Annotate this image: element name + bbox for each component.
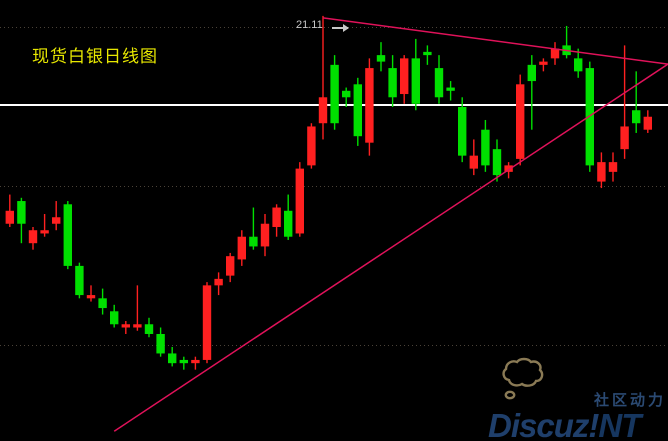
gridline-mid xyxy=(0,186,668,187)
candle-body xyxy=(550,48,560,59)
candle-body xyxy=(260,223,270,247)
candle-body xyxy=(330,64,339,124)
candles-group xyxy=(5,15,652,370)
thought-bubble-icon xyxy=(502,357,544,400)
watermark-brand: Discuz!NT xyxy=(488,407,641,441)
trendline xyxy=(113,63,668,432)
arrow-right-icon xyxy=(332,24,349,32)
candle-body xyxy=(539,61,548,65)
candle-body xyxy=(121,324,130,328)
candle-body xyxy=(168,353,177,364)
candle-body xyxy=(28,230,38,244)
candle-body xyxy=(632,110,641,124)
candle-body xyxy=(179,359,188,364)
candle-body xyxy=(307,126,316,166)
candle-body xyxy=(5,210,14,224)
candle-body xyxy=(133,324,142,328)
candle-body xyxy=(574,58,583,72)
watermark-brand-nt: NT xyxy=(598,407,641,441)
candle-body xyxy=(342,90,351,98)
candle-body xyxy=(272,207,281,227)
candle-body xyxy=(191,359,200,364)
gridline-lower xyxy=(0,345,668,346)
watermark-chinese-text: 社区动力 xyxy=(594,391,667,409)
candle-body xyxy=(156,333,165,354)
candle-body xyxy=(597,162,606,182)
candle-body xyxy=(504,165,513,172)
candle-body xyxy=(249,236,258,247)
candle-body xyxy=(226,256,235,276)
candle-body xyxy=(411,58,420,104)
candle-body xyxy=(202,285,212,360)
chart-title: 现货白银日线图 xyxy=(32,47,158,67)
candle-body xyxy=(237,236,246,260)
candle-body xyxy=(400,58,409,95)
candle-body xyxy=(446,87,455,91)
watermark: 社区动力 Discuz!NT xyxy=(486,357,668,441)
candle-body xyxy=(52,217,61,224)
candle-body xyxy=(458,107,467,156)
candle-body xyxy=(376,55,386,62)
candle-body xyxy=(388,68,397,98)
candle-body xyxy=(17,201,26,224)
peak-price-label: 21.11 xyxy=(296,19,323,31)
candle-body xyxy=(86,295,96,299)
candle-body xyxy=(492,149,502,176)
trendline xyxy=(322,17,668,65)
candle-body xyxy=(98,298,107,309)
candle-body xyxy=(365,68,374,143)
watermark-brand-discuz: Discuz! xyxy=(488,407,599,441)
candle-body xyxy=(295,168,304,234)
candle-body xyxy=(643,116,652,130)
candle-body xyxy=(516,84,525,159)
candle-body xyxy=(318,97,328,124)
candle-body xyxy=(481,129,490,166)
candle-body xyxy=(110,311,119,325)
candle-body xyxy=(620,126,629,150)
candle-body xyxy=(434,68,444,98)
candle-body xyxy=(214,278,223,286)
candle-body xyxy=(608,162,618,172)
candle-body xyxy=(63,204,72,266)
candle-body xyxy=(423,51,432,56)
candle-body xyxy=(75,265,84,296)
candle-body xyxy=(469,155,478,169)
trendlines-group xyxy=(113,17,668,432)
candle-body xyxy=(527,64,536,82)
candle-body xyxy=(353,84,362,137)
candle-body xyxy=(40,230,49,234)
candle-body xyxy=(284,210,293,237)
candle-body xyxy=(144,324,154,334)
